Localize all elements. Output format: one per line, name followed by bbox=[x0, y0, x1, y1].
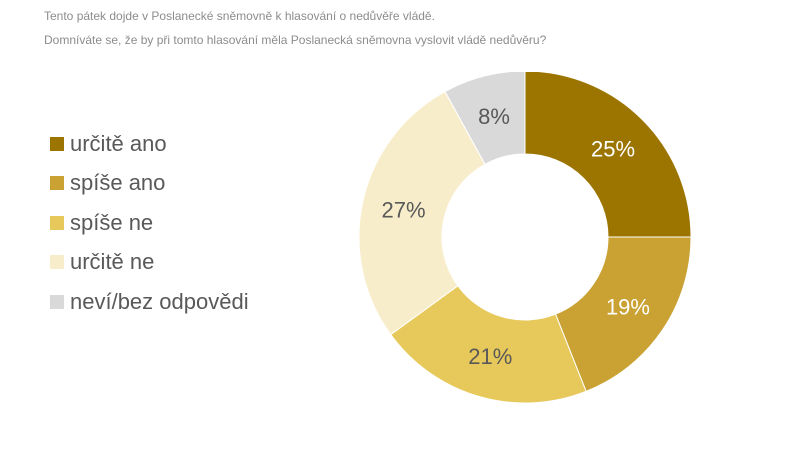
slice-label-nevi: 8% bbox=[478, 104, 510, 129]
legend-label: spíše ne bbox=[70, 209, 154, 235]
question-line-2: Domníváte se, že by při tomto hlasování … bbox=[44, 33, 547, 47]
legend-swatch bbox=[50, 176, 64, 191]
legend-item-spise-ne: spíše ne bbox=[50, 203, 249, 243]
slice-spise-ne bbox=[390, 285, 587, 404]
legend-swatch bbox=[50, 294, 64, 309]
legend-label: spíše ano bbox=[70, 170, 166, 196]
slice-label-spise-ne: 21% bbox=[468, 344, 512, 369]
slice-label-spise-ano: 19% bbox=[606, 294, 650, 319]
legend-label: neví/bez odpovědi bbox=[70, 288, 249, 314]
slice-label-urcite-ne: 27% bbox=[381, 197, 425, 222]
legend-swatch bbox=[50, 215, 64, 230]
donut-chart: 25% 19% 21% 27% 8% bbox=[358, 72, 692, 404]
legend-item-urcite-ano: určitě ano bbox=[50, 124, 249, 164]
legend-label: určitě ne bbox=[70, 249, 155, 275]
question-line-1: Tento pátek dojde v Poslanecké sněmovně … bbox=[44, 9, 435, 23]
slice-label-urcite-ano: 25% bbox=[591, 136, 635, 161]
legend-swatch bbox=[50, 136, 64, 151]
legend-item-urcite-ne: určitě ne bbox=[50, 243, 249, 283]
slice-nevi bbox=[444, 72, 526, 165]
chart-legend: určitě ano spíše ano spíše ne určitě ne … bbox=[50, 124, 249, 322]
legend-swatch bbox=[50, 255, 64, 270]
legend-item-spise-ano: spíše ano bbox=[50, 164, 249, 204]
slice-urcite-ne bbox=[358, 90, 486, 336]
legend-label: určitě ano bbox=[70, 130, 167, 156]
slice-spise-ano bbox=[554, 236, 692, 392]
legend-item-nevi: neví/bez odpovědi bbox=[50, 282, 249, 322]
slice-urcite-ano bbox=[524, 72, 692, 238]
